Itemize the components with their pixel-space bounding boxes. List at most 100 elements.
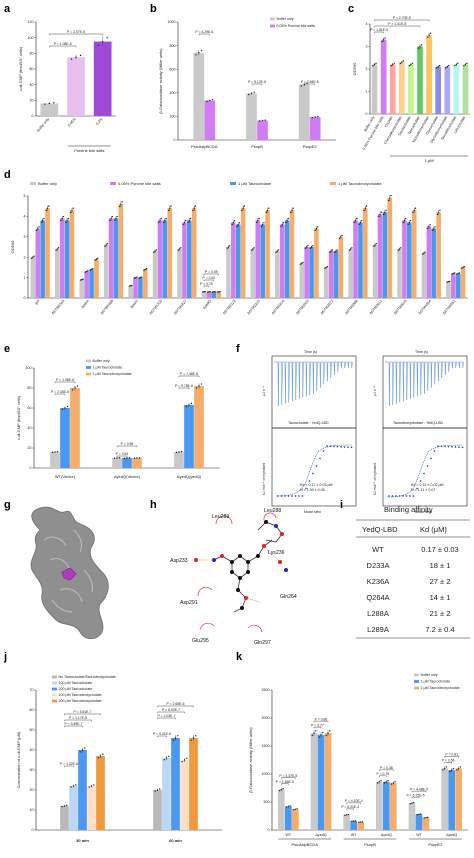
y-tick-label: 800 — [170, 44, 176, 48]
legend-entry: No Taurocholate/Taurodeoxycholate — [59, 675, 116, 679]
data-point — [458, 272, 461, 274]
bar — [167, 208, 173, 298]
bar — [118, 204, 124, 298]
bar — [333, 251, 339, 298]
p-value-label: P = 0.38 — [380, 766, 393, 770]
injection-peaks — [385, 361, 464, 407]
bar — [194, 386, 204, 468]
significance-bracket — [411, 790, 427, 793]
significance-bracket — [379, 769, 394, 772]
data-point — [300, 85, 303, 87]
bar — [338, 236, 344, 298]
data-point — [37, 227, 39, 230]
data-point — [87, 270, 89, 272]
data-point — [128, 285, 131, 287]
data-point — [373, 63, 376, 66]
data-point — [329, 730, 331, 732]
p-value-label: P = 0.77 — [311, 723, 324, 727]
y-tick-label: 100 — [26, 366, 32, 370]
bar — [67, 57, 85, 116]
bar — [317, 734, 325, 830]
bar — [138, 277, 143, 298]
data-point — [356, 217, 358, 220]
data-point — [258, 217, 260, 220]
data-point — [236, 225, 238, 228]
data-point — [310, 246, 313, 248]
data-point — [48, 205, 50, 207]
data-point — [387, 779, 389, 782]
data-point — [282, 222, 285, 224]
data-point — [457, 767, 460, 770]
data-point — [114, 219, 116, 222]
x-tick-label: ΔyedQ(yedQ) — [177, 474, 202, 479]
bar — [59, 218, 65, 298]
hydrogen-bonds — [198, 545, 281, 603]
y-tick-label: 80 — [30, 52, 34, 56]
bar — [182, 222, 187, 298]
data-point — [375, 62, 377, 65]
data-point — [123, 457, 126, 459]
data-point — [172, 739, 174, 741]
data-point — [228, 245, 231, 247]
bar — [70, 388, 80, 468]
data-point — [318, 736, 320, 738]
table-cell-kd: 7.2 ± 0.4 — [425, 625, 454, 634]
bar — [153, 790, 162, 830]
itc-integrated-point — [287, 495, 290, 497]
x-tick-label: WT — [351, 833, 357, 837]
data-point — [206, 100, 208, 103]
data-point — [95, 258, 98, 260]
data-point — [32, 256, 34, 258]
bar — [310, 733, 318, 830]
data-point — [97, 757, 99, 759]
data-point — [35, 229, 38, 232]
significance-bracket — [346, 802, 361, 805]
data-point — [305, 246, 308, 248]
chart-e: 0 20 40 60 80 100 c-di-GMP (fmol/10⁷ cells) WT(… — [16, 359, 220, 479]
y-tick-label: 60 — [30, 67, 34, 71]
data-point — [188, 219, 191, 222]
data-point — [259, 120, 261, 122]
data-point — [41, 219, 44, 222]
data-point — [189, 217, 192, 220]
data-point — [463, 265, 466, 268]
bar — [431, 228, 437, 298]
bar — [79, 279, 85, 298]
data-point — [250, 92, 253, 95]
data-point — [347, 813, 350, 816]
data-point — [291, 209, 293, 211]
bar — [152, 251, 158, 298]
y-tick-label: 0 — [174, 138, 176, 142]
data-point — [88, 786, 90, 788]
itc-integrated-point — [350, 446, 353, 449]
bar — [171, 738, 180, 830]
x-tick-label: ΔyedQ — [446, 833, 457, 837]
data-point — [129, 285, 132, 287]
data-point — [169, 207, 171, 209]
data-point — [351, 820, 353, 822]
itc1-fit-curve — [275, 444, 353, 497]
legend-swatch — [270, 24, 275, 28]
injection-peaks — [274, 361, 353, 407]
data-point — [413, 209, 415, 211]
data-point — [174, 737, 177, 739]
residue-leu289: Leu289 — [212, 514, 229, 520]
data-point — [425, 816, 427, 819]
bar — [402, 220, 407, 298]
data-point — [252, 248, 254, 250]
data-point — [198, 51, 200, 54]
data-point — [64, 407, 66, 409]
data-point — [358, 223, 360, 226]
data-point — [180, 247, 182, 249]
group-label: PsopB — [364, 842, 376, 847]
y-tick-label: 100 — [28, 36, 34, 40]
bar — [206, 291, 212, 298]
bar — [174, 452, 184, 468]
itc-integrated-point — [319, 457, 321, 460]
table-col-header-protein: YedQ-LBD — [362, 525, 398, 534]
data-point — [399, 62, 402, 65]
p-value-label: P = 4.29E-6 — [195, 30, 213, 34]
bar — [187, 220, 192, 298]
data-point — [268, 207, 270, 209]
bar — [444, 66, 451, 114]
